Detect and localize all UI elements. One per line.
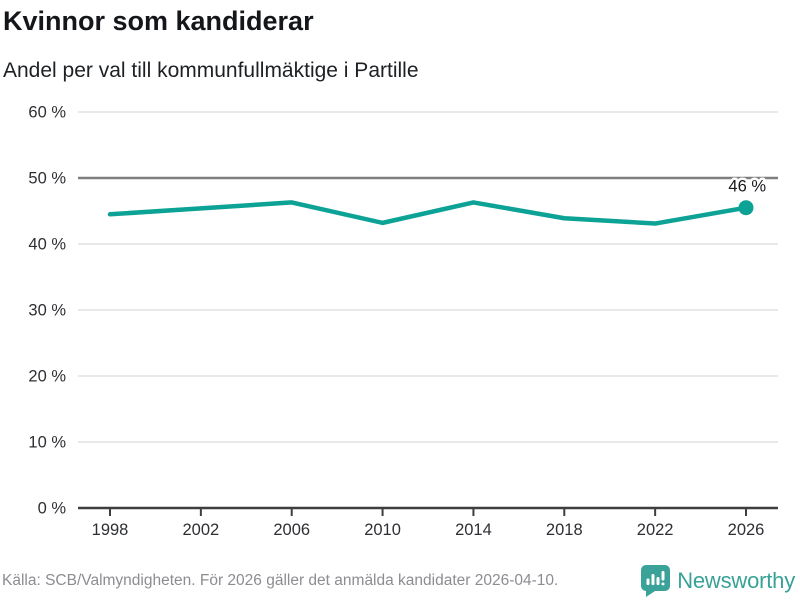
y-axis-tick-label: 50 % [28,170,66,188]
last-point-dot [738,200,754,216]
x-axis-tick-label: 2010 [364,521,401,539]
annotation-layer: 46 % [726,175,769,198]
y-axis-tick-label: 20 % [28,368,66,386]
x-axis-tick-label: 2014 [455,521,492,539]
x-axis-tick-label: 2022 [637,521,674,539]
y-axis-tick-label: 10 % [28,434,66,452]
x-axis-tick-label: 2026 [728,521,765,539]
data-line [107,200,749,226]
page-title: Kvinnor som kandiderar [3,6,314,36]
gridlines-layer [78,111,778,443]
y-axis-tick-label: 40 % [28,236,66,254]
x-axis-tick-label: 2006 [273,521,310,539]
y-axis-tick-label: 0 % [38,500,67,518]
x-axis-tick-label: 2018 [546,521,583,539]
newsworthy-brand: Newsworthy [641,565,795,597]
y-axis-tick-label: 30 % [28,302,66,320]
y-axis-tick-label: 60 % [28,104,66,122]
x-axis-tick-label: 2002 [182,521,219,539]
x-axis-tick-label: 1998 [92,521,129,539]
data-series-layer [107,200,754,226]
footer: Källa: SCB/Valmyndigheten. För 2026 gäll… [0,564,800,598]
source-note: Källa: SCB/Valmyndigheten. För 2026 gäll… [2,572,559,589]
axis-layer: 0 % 10 % 20 % 30 % 40 % 50 % 60 % 1998 2002 2006 2… [28,104,778,539]
page-subtitle: Andel per val till kommunfullmäktige i P… [3,59,419,82]
newsworthy-logo-icon [641,565,671,597]
last-value-label: 46 % [728,178,766,196]
newsworthy-wordmark: Newsworthy [677,568,795,593]
